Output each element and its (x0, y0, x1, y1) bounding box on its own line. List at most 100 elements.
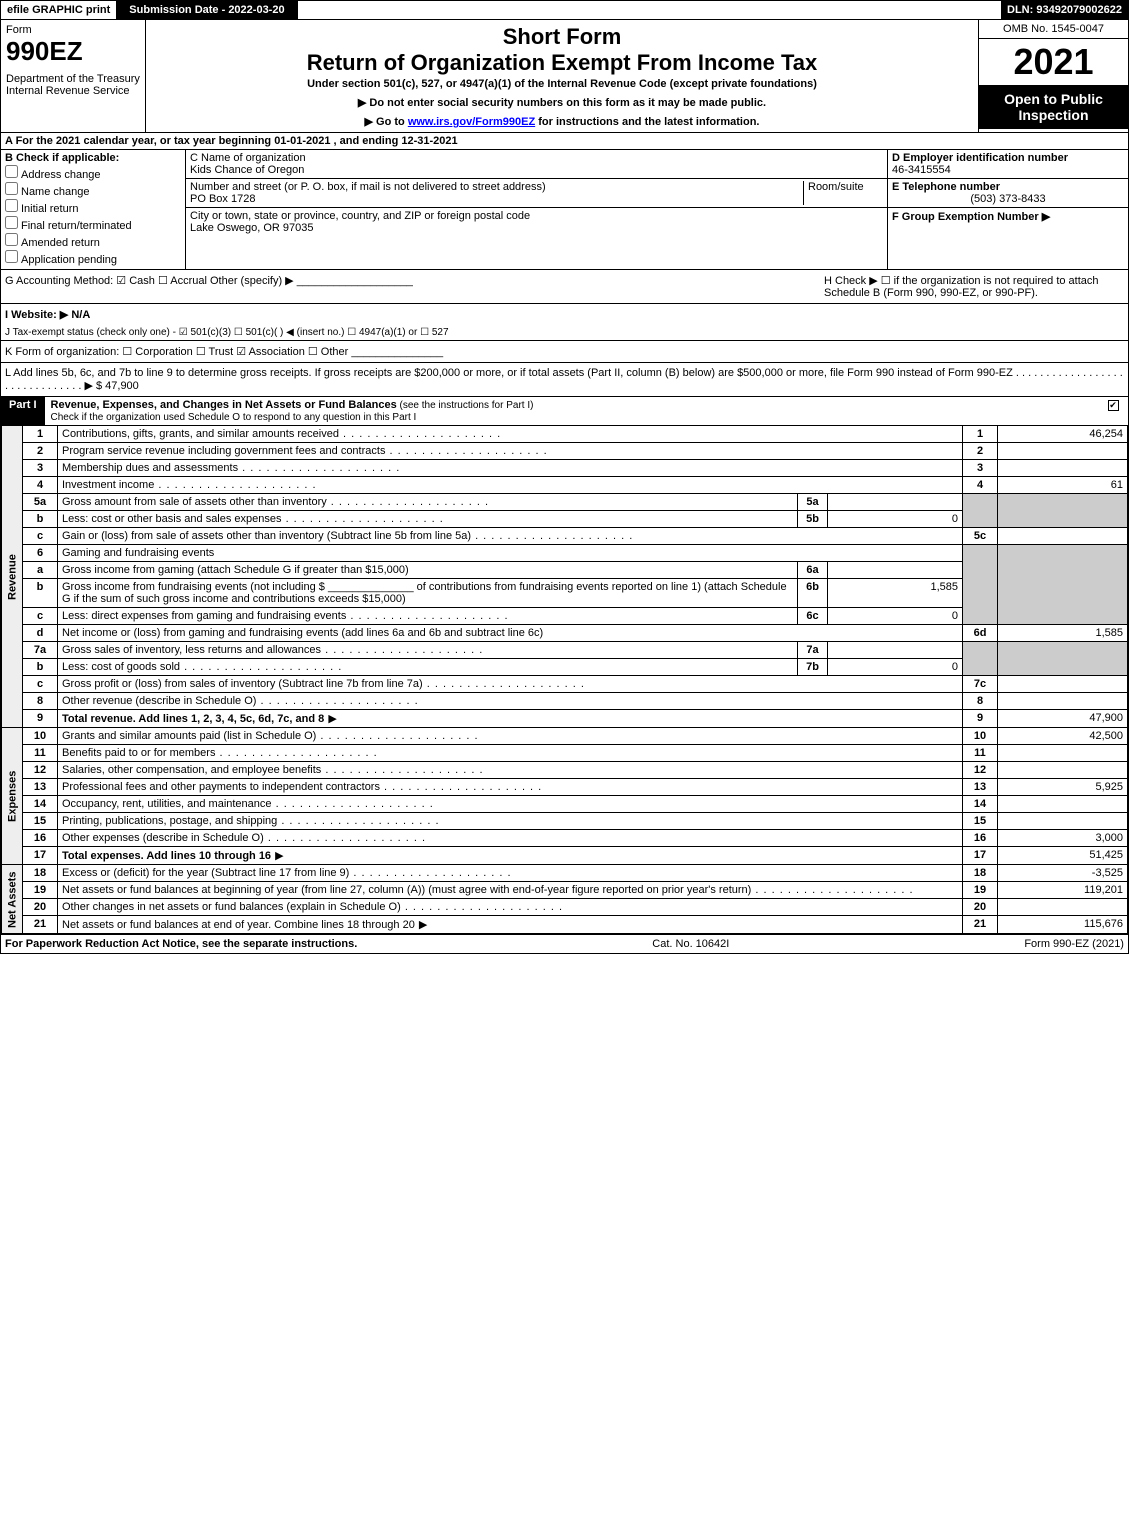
footer-mid: Cat. No. 10642I (652, 938, 729, 950)
org-city-cell: City or town, state or province, country… (186, 208, 887, 236)
l5b-sval: 0 (828, 511, 963, 528)
tel-value: (503) 373-8433 (892, 193, 1124, 205)
l5c-text: Gain or (loss) from sale of assets other… (58, 528, 963, 545)
l19-amt: 119,201 (998, 882, 1128, 899)
l14-rn: 14 (963, 796, 998, 813)
form-header: Form 990EZ Department of the Treasury In… (1, 19, 1128, 132)
dln-label: DLN: 93492079002622 (1001, 1, 1128, 19)
l9-text-wrap: Total revenue. Add lines 1, 2, 3, 4, 5c,… (58, 710, 963, 728)
line-17: 17 Total expenses. Add lines 10 through … (2, 847, 1128, 865)
part-1-checkbox[interactable] (1098, 397, 1128, 425)
submission-date: Submission Date - 2022-03-20 (117, 1, 297, 19)
l6a-sln: 6a (798, 562, 828, 579)
line-6d: d Net income or (loss) from gaming and f… (2, 625, 1128, 642)
l17-text: Total expenses. Add lines 10 through 16 (62, 850, 271, 862)
l7a-text: Gross sales of inventory, less returns a… (58, 642, 798, 659)
l21-rn: 21 (963, 916, 998, 934)
l5c-amt (998, 528, 1128, 545)
line-3: 3 Membership dues and assessments 3 (2, 460, 1128, 477)
line-16: 16 Other expenses (describe in Schedule … (2, 830, 1128, 847)
l5ab-rn-grey (963, 494, 998, 528)
l13-amt: 5,925 (998, 779, 1128, 796)
line-1: Revenue 1 Contributions, gifts, grants, … (2, 426, 1128, 443)
org-name-label: C Name of organization (190, 152, 883, 164)
line-4: 4 Investment income 4 61 (2, 477, 1128, 494)
l7a-sval (828, 642, 963, 659)
l7c-num: c (23, 676, 58, 693)
l9-text: Total revenue. Add lines 1, 2, 3, 4, 5c,… (62, 713, 324, 725)
cb-amended-return-label: Amended return (21, 237, 100, 249)
l2-num: 2 (23, 443, 58, 460)
top-bar: efile GRAPHIC print Submission Date - 20… (1, 1, 1128, 19)
under-section: Under section 501(c), 527, or 4947(a)(1)… (152, 78, 972, 90)
l12-text: Salaries, other compensation, and employ… (58, 762, 963, 779)
col-d-e-f: D Employer identification number 46-3415… (888, 150, 1128, 269)
l5a-sln: 5a (798, 494, 828, 511)
l3-num: 3 (23, 460, 58, 477)
l14-amt (998, 796, 1128, 813)
l11-amt (998, 745, 1128, 762)
col-c-org-info: C Name of organization Kids Chance of Or… (186, 150, 888, 269)
l6-amt-grey (998, 545, 1128, 625)
row-i-website: I Website: ▶ N/A (1, 303, 1128, 325)
tel-cell: E Telephone number (503) 373-8433 (888, 179, 1128, 208)
l18-amt: -3,525 (998, 865, 1128, 882)
l6b-sln: 6b (798, 579, 828, 608)
netassets-side-label: Net Assets (2, 865, 23, 934)
line-14: 14 Occupancy, rent, utilities, and maint… (2, 796, 1128, 813)
part-1-check-text: Check if the organization used Schedule … (51, 412, 417, 423)
part-1-header: Part I Revenue, Expenses, and Changes in… (1, 396, 1128, 425)
l17-num: 17 (23, 847, 58, 865)
header-left: Form 990EZ Department of the Treasury In… (1, 20, 146, 132)
l13-rn: 13 (963, 779, 998, 796)
l6-rn-grey (963, 545, 998, 625)
l19-text: Net assets or fund balances at beginning… (58, 882, 963, 899)
cb-amended-return[interactable]: Amended return (5, 233, 181, 249)
l4-num: 4 (23, 477, 58, 494)
cb-application-pending[interactable]: Application pending (5, 250, 181, 266)
room-label: Room/suite (808, 181, 883, 193)
l2-text: Program service revenue including govern… (58, 443, 963, 460)
cb-address-change-label: Address change (21, 169, 101, 181)
tax-year: 2021 (979, 39, 1128, 85)
city-label: City or town, state or province, country… (190, 210, 883, 222)
irs-link[interactable]: www.irs.gov/Form990EZ (408, 116, 535, 128)
l7a-num: 7a (23, 642, 58, 659)
l8-text: Other revenue (describe in Schedule O) (58, 693, 963, 710)
l11-text: Benefits paid to or for members (58, 745, 963, 762)
l15-rn: 15 (963, 813, 998, 830)
org-address-cell: Number and street (or P. O. box, if mail… (186, 179, 887, 208)
l6c-num: c (23, 608, 58, 625)
l7b-sval: 0 (828, 659, 963, 676)
cb-initial-return[interactable]: Initial return (5, 199, 181, 215)
l2-rn: 2 (963, 443, 998, 460)
accounting-method: G Accounting Method: ☑ Cash ☐ Accrual Ot… (5, 274, 824, 299)
l6d-amt: 1,585 (998, 625, 1128, 642)
ssn-note: ▶ Do not enter social security numbers o… (152, 96, 972, 109)
group-exemption-cell: F Group Exemption Number ▶ (888, 208, 1128, 225)
line-6c: c Less: direct expenses from gaming and … (2, 608, 1128, 625)
cb-name-change[interactable]: Name change (5, 182, 181, 198)
part-1-title: Revenue, Expenses, and Changes in Net As… (45, 397, 1098, 425)
l9-rn: 9 (963, 710, 998, 728)
l5a-sval (828, 494, 963, 511)
part-1-title-text: Revenue, Expenses, and Changes in Net As… (51, 399, 397, 411)
cb-address-change[interactable]: Address change (5, 165, 181, 181)
cb-final-return[interactable]: Final return/terminated (5, 216, 181, 232)
l7b-text: Less: cost of goods sold (58, 659, 798, 676)
l16-num: 16 (23, 830, 58, 847)
cb-name-change-label: Name change (21, 186, 90, 198)
l7c-rn: 7c (963, 676, 998, 693)
l6b-text: Gross income from fundraising events (no… (58, 579, 798, 608)
line-13: 13 Professional fees and other payments … (2, 779, 1128, 796)
header-right: OMB No. 1545-0047 2021 Open to Public In… (978, 20, 1128, 132)
l1-amt: 46,254 (998, 426, 1128, 443)
l5ab-amt-grey (998, 494, 1128, 528)
page-footer: For Paperwork Reduction Act Notice, see … (1, 934, 1128, 953)
l6a-sval (828, 562, 963, 579)
line-18: Net Assets 18 Excess or (deficit) for th… (2, 865, 1128, 882)
ein-value: 46-3415554 (892, 164, 1124, 176)
efile-label: efile GRAPHIC print (1, 1, 117, 19)
l19-num: 19 (23, 882, 58, 899)
l7b-num: b (23, 659, 58, 676)
